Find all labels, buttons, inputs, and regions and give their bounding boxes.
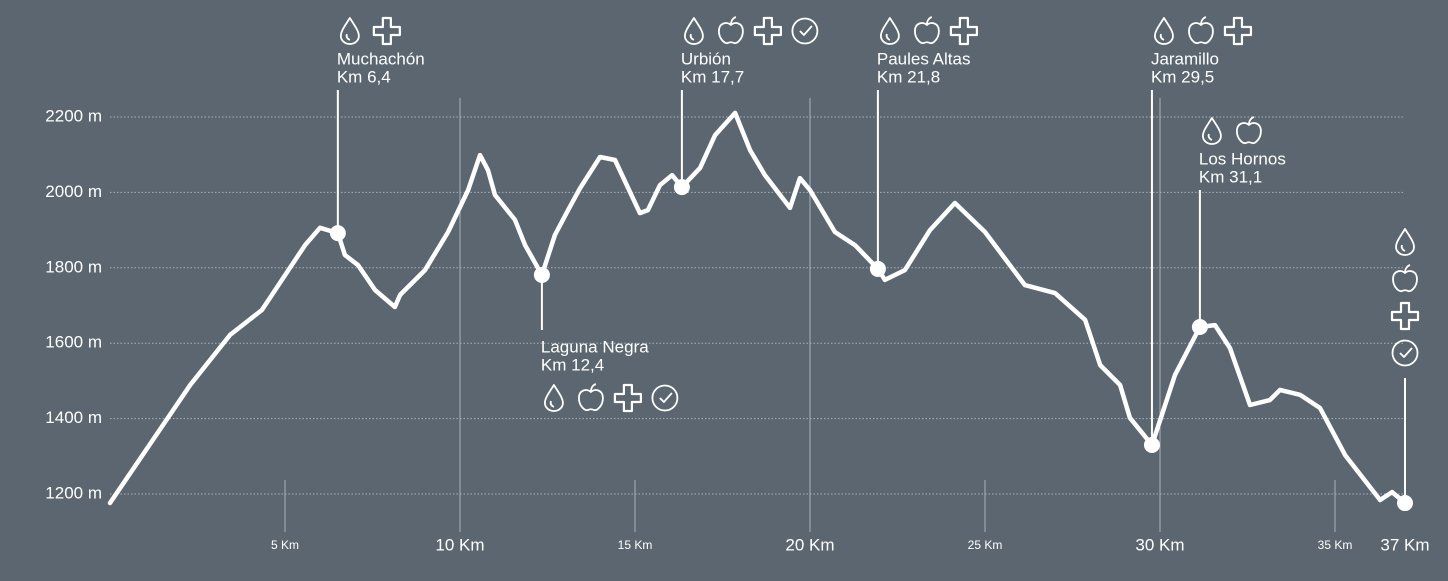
- station-dot: [673, 179, 690, 196]
- y-tick-label: 2200 m: [45, 106, 102, 125]
- station-name: Paules Altas: [877, 49, 971, 68]
- station-km: Km 17,7: [681, 67, 744, 86]
- icon-drop: [544, 384, 564, 412]
- station-dot: [1191, 318, 1208, 335]
- icon-apple: [1392, 264, 1418, 292]
- apple-shape: [1236, 116, 1262, 144]
- station-dot: [329, 225, 346, 242]
- icon-apple: [578, 383, 604, 411]
- clock-face: [1391, 339, 1419, 367]
- icon-cross: [1390, 301, 1420, 331]
- station-dot: [533, 266, 550, 283]
- icon-cross: [1223, 16, 1253, 46]
- drop-shape: [339, 17, 360, 45]
- y-tick-label: 1800 m: [45, 257, 102, 276]
- x-tick-label: 30 Km: [1135, 535, 1184, 554]
- station-name: Los Hornos: [1199, 149, 1286, 168]
- cross-shape: [613, 383, 643, 413]
- icon-clock: [651, 384, 679, 412]
- x-tick-label: 35 Km: [1318, 538, 1353, 552]
- station-dot: [869, 260, 886, 277]
- x-tick-label: 15 Km: [618, 538, 653, 552]
- y-tick-label: 1600 m: [45, 333, 102, 352]
- apple-shape: [914, 16, 940, 44]
- station-dot: [1143, 436, 1160, 453]
- drop-shape: [880, 17, 900, 45]
- station-name: Muchachón: [337, 49, 425, 68]
- y-tick-label: 1400 m: [45, 408, 102, 427]
- icon-apple: [914, 16, 940, 44]
- icon-apple: [718, 16, 744, 44]
- icon-clock: [1391, 339, 1419, 367]
- y-tick-label: 1200 m: [45, 483, 102, 502]
- clock-face: [651, 384, 679, 412]
- drop-shape: [1395, 228, 1415, 256]
- icon-apple: [1188, 16, 1214, 44]
- x-tick-label: 37 Km: [1380, 535, 1429, 554]
- apple-shape: [578, 383, 604, 411]
- cross-shape: [753, 16, 783, 46]
- drop-shape: [1202, 117, 1222, 145]
- drop-shape: [1154, 17, 1174, 45]
- station-dot: [1397, 495, 1413, 512]
- station-km: Km 31,1: [1199, 167, 1262, 186]
- elevation-line: [107, 110, 1408, 506]
- icon-cross: [753, 16, 783, 46]
- icon-cross: [372, 16, 401, 46]
- station-km: Km 29,5: [1151, 67, 1214, 86]
- y-tick-label: 2000 m: [45, 182, 102, 201]
- icon-cross: [949, 16, 979, 46]
- icon-drop: [1395, 228, 1415, 256]
- apple-shape: [1392, 264, 1418, 292]
- clock-hands: [799, 25, 813, 36]
- station-km: Km 21,8: [877, 67, 940, 86]
- icon-cross: [613, 383, 643, 413]
- icon-drop: [1202, 117, 1222, 145]
- cross-shape: [372, 16, 401, 46]
- icon-clock: [791, 17, 819, 45]
- station-name: Urbión: [681, 49, 731, 68]
- cross-shape: [1223, 16, 1253, 46]
- icon-drop: [1154, 17, 1174, 45]
- x-tick-label: 10 Km: [435, 535, 484, 554]
- x-tick-label: 5 Km: [271, 538, 299, 552]
- clock-hands: [659, 392, 673, 403]
- x-tick-label: 25 Km: [968, 538, 1003, 552]
- icon-apple: [1236, 116, 1262, 144]
- x-tick-label: 20 Km: [785, 535, 834, 554]
- apple-shape: [718, 16, 744, 44]
- station-km: Km 12,4: [541, 355, 604, 374]
- station-km: Km 6,4: [337, 67, 391, 86]
- cross-shape: [1390, 301, 1420, 331]
- icon-drop: [339, 17, 360, 45]
- apple-shape: [1188, 16, 1214, 44]
- cross-shape: [949, 16, 979, 46]
- clock-hands: [1399, 347, 1413, 358]
- clock-face: [791, 17, 819, 45]
- drop-shape: [684, 17, 704, 45]
- icon-drop: [880, 17, 900, 45]
- icon-drop: [684, 17, 704, 45]
- drop-shape: [544, 384, 564, 412]
- station-name: Laguna Negra: [541, 337, 649, 356]
- station-name: Jaramillo: [1151, 49, 1219, 68]
